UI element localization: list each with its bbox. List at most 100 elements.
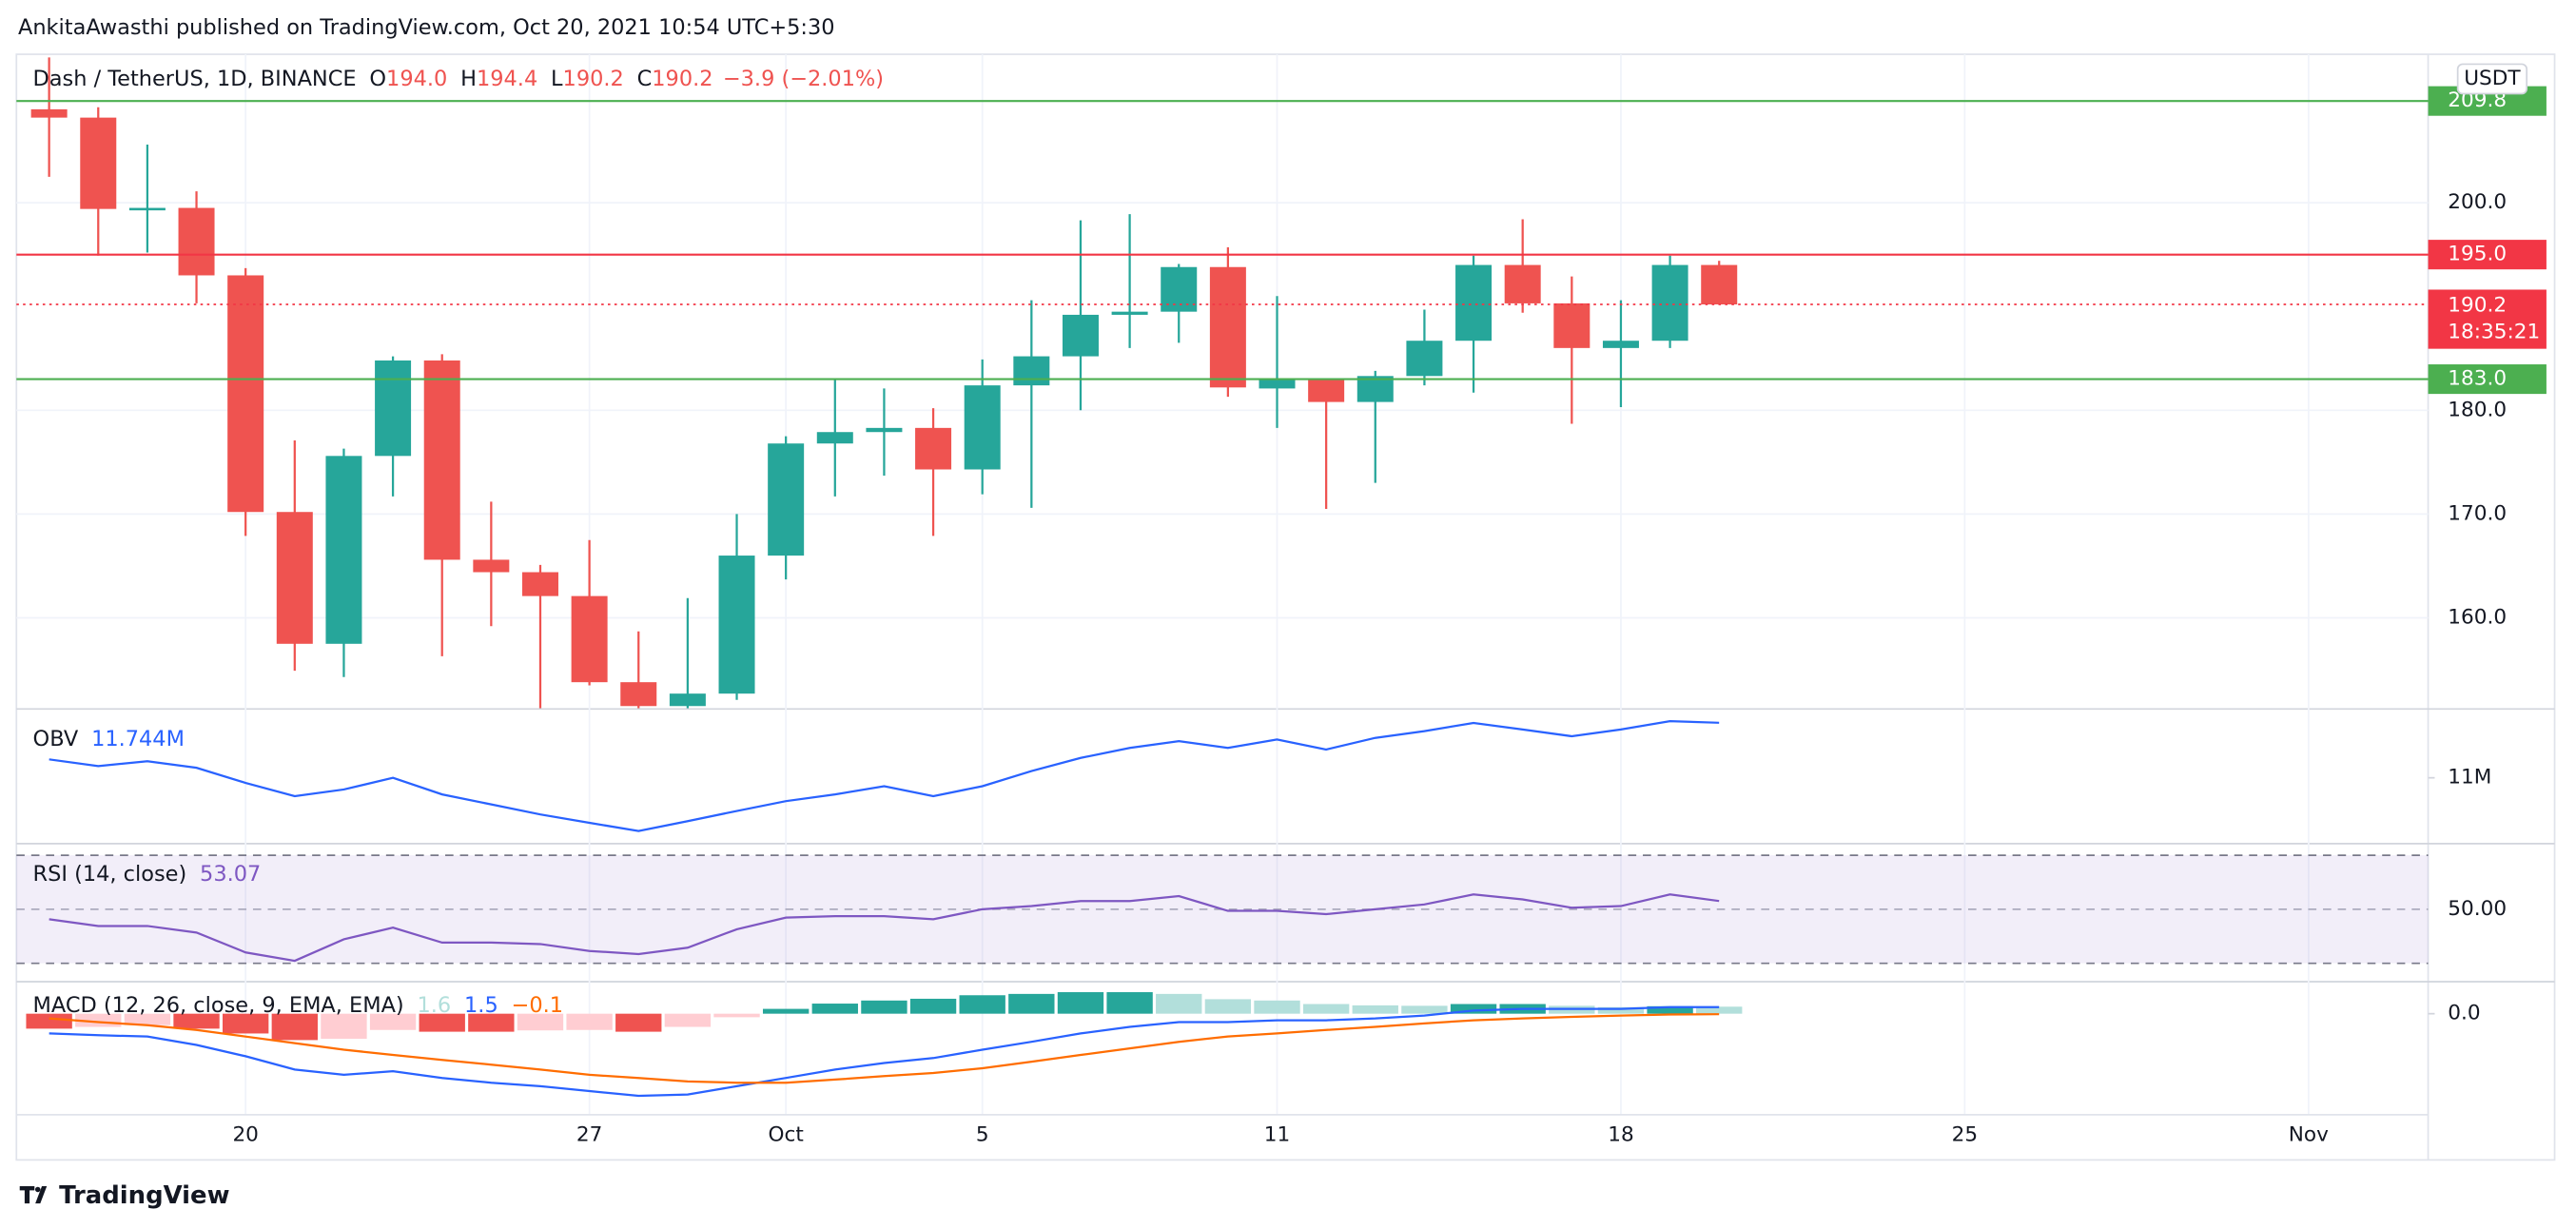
candle-body <box>423 360 460 560</box>
chart-frame <box>15 53 2556 1161</box>
histogram-bar <box>811 1004 858 1014</box>
candle-body <box>227 275 264 513</box>
histogram-bar <box>1450 1004 1497 1014</box>
candle-body <box>669 693 706 707</box>
candle-body <box>1259 379 1296 389</box>
candle-body <box>866 427 903 433</box>
histogram-bar <box>1254 1000 1300 1014</box>
countdown-label: 18:35:21 <box>2448 320 2540 343</box>
x-tick-label: 11 <box>1264 1122 1290 1146</box>
ohlc-value: 194.0 <box>386 66 447 90</box>
candle-body <box>375 360 412 457</box>
indicator-value: −0.1 <box>512 993 563 1018</box>
histogram-bar <box>1647 1005 1693 1014</box>
histogram-bar <box>615 1013 662 1032</box>
histogram-bar <box>173 1013 220 1029</box>
grid <box>16 54 2429 1115</box>
candle-body <box>620 682 657 707</box>
histogram-bar <box>1352 1005 1398 1014</box>
x-tick-label: 18 <box>1608 1122 1633 1146</box>
histogram-bar <box>222 1013 269 1034</box>
candle-body <box>1602 341 1639 348</box>
histogram-bar <box>321 1013 367 1040</box>
candle-body <box>128 207 166 211</box>
y-tick-label: 0.0 <box>2448 1002 2480 1025</box>
histogram-bar <box>1106 992 1153 1014</box>
ohlc-key: O <box>369 66 386 90</box>
macd-line <box>49 1013 1720 1084</box>
ohlc-key: H <box>460 66 477 90</box>
candle-body <box>1111 311 1148 315</box>
tradingview-logo <box>19 1186 48 1204</box>
ohlc-key: C <box>637 66 653 90</box>
indicator-title: OBV <box>33 727 79 751</box>
histogram-bar <box>1008 993 1055 1014</box>
candle-body <box>276 512 313 644</box>
y-tick-label: 200.0 <box>2448 190 2507 214</box>
x-tick-label: Oct <box>769 1122 804 1146</box>
candle-body <box>1553 302 1590 348</box>
symbol-title: Dash / TetherUS, 1D, BINANCE <box>33 66 357 90</box>
indicator-title: MACD (12, 26, close, 9, EMA, EMA) <box>33 993 404 1018</box>
histogram-bar <box>713 1013 760 1018</box>
histogram-bar <box>1696 1006 1743 1014</box>
candle-body <box>473 559 510 573</box>
histogram-bar <box>1597 1006 1645 1014</box>
footer-brand: TradingView <box>59 1181 229 1210</box>
histogram-bar <box>909 998 957 1014</box>
pane-legend: RSI (14, close) 53.07 <box>33 861 262 886</box>
histogram-bar <box>1057 992 1104 1014</box>
x-tick-label: 5 <box>976 1122 989 1146</box>
candle-body <box>1651 264 1688 341</box>
last-price-label: 190.2 <box>2448 294 2507 318</box>
ohlc-value: 190.2 <box>563 66 624 90</box>
histogram-bar <box>468 1013 515 1032</box>
candle-body <box>571 595 608 683</box>
chart-legend: Dash / TetherUS, 1D, BINANCE O194.0 H194.4… <box>33 66 885 90</box>
candle-body <box>1504 264 1541 303</box>
histogram-bar <box>1156 993 1202 1014</box>
candle-body <box>1406 341 1443 377</box>
ohlc-key: L <box>551 66 563 90</box>
candle-body <box>80 117 117 209</box>
candle-body <box>1356 376 1394 402</box>
histogram-bar <box>369 1013 417 1030</box>
y-tick-label: 50.00 <box>2448 897 2507 921</box>
indicator-value: 1.6 <box>418 993 452 1018</box>
histogram-bar <box>1401 1005 1448 1014</box>
candle-body <box>768 443 805 556</box>
y-tick-label: 180.0 <box>2448 398 2507 421</box>
currency-box <box>2456 63 2528 95</box>
macd-line <box>49 1005 1720 1098</box>
histogram-bar <box>124 1013 171 1025</box>
candle-body <box>1209 266 1246 388</box>
indicator-line <box>49 719 1720 832</box>
histogram-bar <box>419 1013 465 1032</box>
y-tick-label: 11M <box>2448 766 2491 790</box>
pane-legend: MACD (12, 26, close, 9, EMA, EMA) 1.6 1.5−… <box>33 993 563 1018</box>
macd-plot <box>26 992 1743 1098</box>
level-price-label: 195.0 <box>2448 243 2507 266</box>
histogram-bar <box>517 1013 564 1031</box>
histogram-bar <box>959 995 1005 1014</box>
candle-body <box>1701 264 1738 305</box>
candle-body <box>718 556 755 694</box>
histogram-bar <box>26 1013 72 1029</box>
indicator-value: 11.744M <box>91 727 185 751</box>
candle-body <box>1455 264 1493 341</box>
histogram-bar <box>271 1013 318 1041</box>
candle-body <box>1161 266 1198 312</box>
histogram-bar <box>762 1008 810 1014</box>
last-price-box <box>2428 289 2547 349</box>
candle-body <box>1062 314 1099 357</box>
level-price-box <box>2428 364 2547 395</box>
histogram-bar <box>1204 999 1252 1014</box>
indicator-title: RSI (14, close) <box>33 861 187 886</box>
candle-body <box>816 432 853 444</box>
candle-body <box>30 108 68 118</box>
candle-body <box>964 385 1001 470</box>
y-tick-label: 160.0 <box>2448 606 2507 630</box>
candle-body <box>1013 356 1050 386</box>
